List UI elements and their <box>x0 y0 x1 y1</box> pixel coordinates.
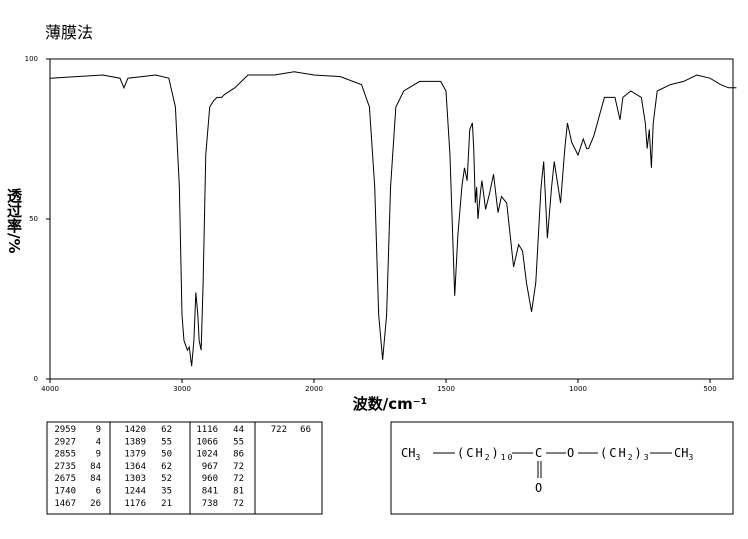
wavenumber: 2927 <box>54 437 76 447</box>
wavenumber: 2855 <box>54 450 76 460</box>
transmittance: 66 <box>300 425 311 435</box>
transmittance: 84 <box>90 462 101 472</box>
wavenumber: 1024 <box>196 450 218 460</box>
formula-atom: C <box>535 446 542 460</box>
transmittance: 52 <box>161 474 172 484</box>
x-tick-label: 3000 <box>173 385 191 393</box>
transmittance: 72 <box>233 499 244 509</box>
transmittance: 55 <box>233 437 244 447</box>
wavenumber: 2959 <box>54 425 76 435</box>
transmittance: 62 <box>161 462 172 472</box>
transmittance: 62 <box>161 425 172 435</box>
wavenumber: 722 <box>271 425 287 435</box>
transmittance: 84 <box>90 474 101 484</box>
wavenumber: 1244 <box>124 487 146 497</box>
formula-group: CH3 <box>401 446 420 462</box>
wavenumber: 1303 <box>124 474 146 484</box>
transmittance: 86 <box>233 450 244 460</box>
y-tick-label: 0 <box>34 375 38 383</box>
transmittance: 4 <box>96 437 101 447</box>
transmittance: 72 <box>233 474 244 484</box>
wavenumber: 960 <box>202 474 218 484</box>
wavenumber: 967 <box>202 462 218 472</box>
transmittance: 9 <box>96 425 101 435</box>
x-tick-label: 2000 <box>305 385 323 393</box>
formula-group: (CH2)3 <box>600 446 651 462</box>
structure-box <box>390 421 734 515</box>
x-axis-label: 波数/cm⁻¹ <box>353 395 428 413</box>
transmittance: 35 <box>161 487 172 497</box>
peak-table-box <box>46 421 323 515</box>
wavenumber: 1379 <box>124 450 146 460</box>
x-tick-label: 4000 <box>41 385 59 393</box>
wavenumber: 1066 <box>196 437 218 447</box>
formula-group: CH3 <box>674 446 693 462</box>
x-tick-label: 1000 <box>569 385 587 393</box>
wavenumber: 841 <box>202 487 218 497</box>
transmittance: 9 <box>96 450 101 460</box>
y-tick-label: 100 <box>25 55 38 63</box>
transmittance: 44 <box>233 425 244 435</box>
wavenumber: 1116 <box>196 425 218 435</box>
wavenumber: 1420 <box>124 425 146 435</box>
wavenumber: 2675 <box>54 474 76 484</box>
transmittance: 50 <box>161 450 172 460</box>
y-tick-label: 50 <box>29 215 38 223</box>
transmittance: 72 <box>233 462 244 472</box>
structure-formula: CH3 (CH2)10 C O O (CH2)3 CH3 <box>401 446 693 495</box>
formula-atom: O <box>567 446 574 460</box>
chart-title: 薄膜法 <box>45 23 93 42</box>
formula-group: (CH2)10 <box>457 446 514 462</box>
wavenumber: 2735 <box>54 462 76 472</box>
y-axis-label: 透过率/% <box>5 188 23 254</box>
wavenumber: 1467 <box>54 499 76 509</box>
x-tick-label: 500 <box>703 385 716 393</box>
wavenumber: 1364 <box>124 462 146 472</box>
wavenumber: 1176 <box>124 499 146 509</box>
spectrum-line <box>49 71 737 367</box>
transmittance: 26 <box>90 499 101 509</box>
wavenumber: 738 <box>202 499 218 509</box>
plot-frame <box>49 58 734 380</box>
transmittance: 6 <box>96 487 101 497</box>
wavenumber: 1740 <box>54 487 76 497</box>
wavenumber: 1389 <box>124 437 146 447</box>
transmittance: 81 <box>233 487 244 497</box>
transmittance: 55 <box>161 437 172 447</box>
transmittance: 21 <box>161 499 172 509</box>
x-tick-label: 1500 <box>437 385 455 393</box>
formula-atom: O <box>535 481 542 495</box>
